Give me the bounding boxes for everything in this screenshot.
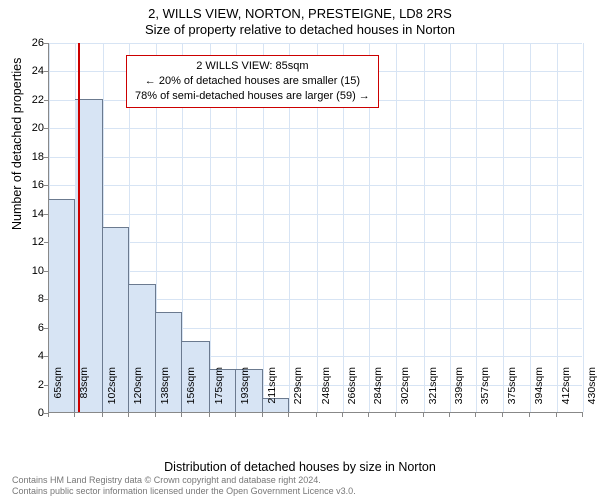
gridline-vertical xyxy=(396,43,397,412)
xtick-mark xyxy=(475,412,476,417)
xtick-mark xyxy=(529,412,530,417)
xtick-mark xyxy=(316,412,317,417)
xtick-mark xyxy=(582,412,583,417)
xtick-mark xyxy=(155,412,156,417)
property-marker-line xyxy=(78,43,80,412)
ytick-label: 4 xyxy=(16,350,44,362)
gridline-vertical xyxy=(557,43,558,412)
xtick-mark xyxy=(74,412,75,417)
xtick-label: 321sqm xyxy=(427,367,439,417)
ytick-label: 0 xyxy=(16,407,44,419)
xtick-label: 248sqm xyxy=(320,367,332,417)
xtick-mark xyxy=(395,412,396,417)
xtick-mark xyxy=(288,412,289,417)
ytick-label: 24 xyxy=(16,65,44,77)
xtick-label: 375sqm xyxy=(506,367,518,417)
xtick-mark xyxy=(209,412,210,417)
ytick-label: 16 xyxy=(16,179,44,191)
xtick-mark xyxy=(556,412,557,417)
ytick-label: 2 xyxy=(16,379,44,391)
footer-line-2: Contains public sector information licen… xyxy=(12,486,356,496)
info-line-1: 2 WILLS VIEW: 85sqm xyxy=(135,59,370,74)
ytick-label: 12 xyxy=(16,236,44,248)
ytick-label: 20 xyxy=(16,122,44,134)
xtick-label: 394sqm xyxy=(533,367,545,417)
page-title-line2: Size of property relative to detached ho… xyxy=(0,21,600,37)
xtick-mark xyxy=(449,412,450,417)
xtick-label: 175sqm xyxy=(213,367,225,417)
xtick-label: 120sqm xyxy=(132,367,144,417)
ytick-label: 18 xyxy=(16,151,44,163)
gridline-vertical xyxy=(503,43,504,412)
info-annotation-box: 2 WILLS VIEW: 85sqm ← 20% of detached ho… xyxy=(126,55,379,108)
ytick-label: 8 xyxy=(16,293,44,305)
xtick-label: 83sqm xyxy=(78,367,90,417)
page-title-line1: 2, WILLS VIEW, NORTON, PRESTEIGNE, LD8 2… xyxy=(0,0,600,21)
xtick-label: 65sqm xyxy=(52,367,64,417)
gridline-vertical xyxy=(424,43,425,412)
xtick-label: 229sqm xyxy=(292,367,304,417)
gridline-vertical xyxy=(450,43,451,412)
xtick-mark xyxy=(102,412,103,417)
xtick-label: 266sqm xyxy=(346,367,358,417)
xtick-mark xyxy=(262,412,263,417)
ytick-label: 14 xyxy=(16,208,44,220)
ytick-label: 6 xyxy=(16,322,44,334)
xtick-mark xyxy=(368,412,369,417)
xtick-label: 302sqm xyxy=(399,367,411,417)
xtick-mark xyxy=(502,412,503,417)
ytick-label: 22 xyxy=(16,94,44,106)
xtick-label: 357sqm xyxy=(479,367,491,417)
xtick-label: 193sqm xyxy=(239,367,251,417)
xtick-label: 156sqm xyxy=(185,367,197,417)
info-line-2: ← 20% of detached houses are smaller (15… xyxy=(135,74,370,89)
xtick-label: 138sqm xyxy=(159,367,171,417)
xtick-label: 102sqm xyxy=(106,367,118,417)
gridline-vertical xyxy=(476,43,477,412)
xtick-mark xyxy=(235,412,236,417)
xtick-mark xyxy=(48,412,49,417)
chart-container: 2 WILLS VIEW: 85sqm ← 20% of detached ho… xyxy=(48,43,582,413)
xtick-mark xyxy=(181,412,182,417)
xtick-label: 211sqm xyxy=(266,367,278,417)
xtick-mark xyxy=(423,412,424,417)
gridline-vertical xyxy=(530,43,531,412)
y-axis-title: Number of detached properties xyxy=(10,58,24,230)
info-line-3: 78% of semi-detached houses are larger (… xyxy=(135,89,370,104)
footer-line-1: Contains HM Land Registry data © Crown c… xyxy=(12,475,356,485)
xtick-mark xyxy=(128,412,129,417)
xtick-label: 412sqm xyxy=(560,367,572,417)
xtick-mark xyxy=(342,412,343,417)
footer-attribution: Contains HM Land Registry data © Crown c… xyxy=(12,475,356,496)
ytick-label: 26 xyxy=(16,37,44,49)
ytick-label: 10 xyxy=(16,265,44,277)
x-axis-title: Distribution of detached houses by size … xyxy=(0,460,600,474)
xtick-label: 339sqm xyxy=(453,367,465,417)
gridline-vertical xyxy=(583,43,584,412)
xtick-label: 430sqm xyxy=(586,367,598,417)
xtick-label: 284sqm xyxy=(372,367,384,417)
